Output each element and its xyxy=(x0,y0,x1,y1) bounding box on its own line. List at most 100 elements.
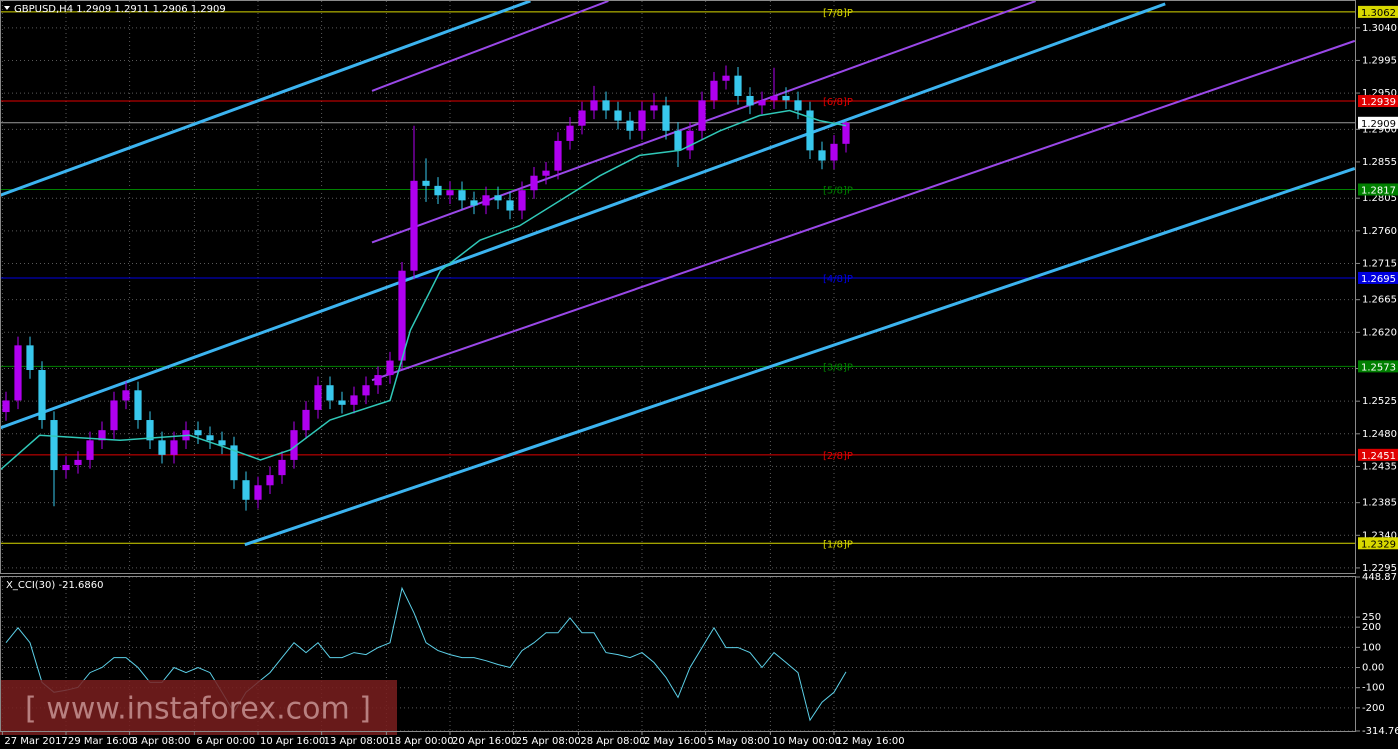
x-tick-label: 5 May 08:00 xyxy=(708,736,770,747)
level-price-box xyxy=(1358,183,1398,196)
candle-body xyxy=(542,170,550,176)
candle-body xyxy=(638,110,646,131)
level-price-box xyxy=(1358,360,1398,373)
channel-line xyxy=(244,167,1356,547)
level-price-label: 1.2451 xyxy=(1361,451,1396,462)
level-label: [5/8]P xyxy=(823,185,853,196)
y-tick-label: -100 xyxy=(1362,683,1385,694)
watermark-box xyxy=(0,680,397,735)
level-price-label: 1.2329 xyxy=(1361,539,1396,550)
candle-body xyxy=(662,105,670,131)
candle-body xyxy=(134,390,142,421)
level-price-box xyxy=(1358,5,1398,18)
y-tick-label: 200 xyxy=(1362,622,1381,633)
channel-line xyxy=(371,39,1356,382)
candle-body xyxy=(122,390,130,401)
candle-body xyxy=(710,80,718,101)
current-price-box xyxy=(1358,116,1398,129)
candle-body xyxy=(722,75,730,81)
candle-body xyxy=(410,180,418,271)
y-tick-label: 1.2295 xyxy=(1362,563,1397,574)
channel-line xyxy=(0,1,531,197)
level-price-label: 1.2573 xyxy=(1361,362,1396,373)
y-tick-label: 250 xyxy=(1362,612,1381,623)
candle-body xyxy=(266,475,274,486)
candle-body xyxy=(674,130,682,151)
candle-body xyxy=(374,375,382,386)
candle-body xyxy=(98,430,106,441)
candle-body xyxy=(770,95,778,101)
y-tick-label: 1.2855 xyxy=(1362,157,1397,168)
y-tick-label: 1.2620 xyxy=(1362,327,1397,338)
y-tick-label: 1.2435 xyxy=(1362,461,1397,472)
x-tick-label: 6 Apr 00:00 xyxy=(196,736,255,747)
candle-body xyxy=(794,100,802,111)
y-tick-label: 1.2995 xyxy=(1362,55,1397,66)
candle-body xyxy=(158,440,166,455)
candle-body xyxy=(614,110,622,121)
level-price-box xyxy=(1358,95,1398,108)
candle-body xyxy=(602,100,610,111)
y-tick-label: 1.3040 xyxy=(1362,23,1397,34)
candle-body xyxy=(650,105,658,111)
candle-body xyxy=(290,430,298,460)
cci-line xyxy=(5,586,847,722)
candle-body xyxy=(14,345,22,401)
channel-line xyxy=(0,2,1166,430)
candle-body xyxy=(554,140,562,171)
y-tick-label: 1.2760 xyxy=(1362,226,1397,237)
moving-average xyxy=(0,109,847,471)
candle-body xyxy=(422,180,430,186)
candle-body xyxy=(530,175,538,191)
y-tick-label: -200 xyxy=(1362,703,1385,714)
candle-body xyxy=(566,125,574,141)
candle-body xyxy=(506,200,514,211)
axis-layer: 27 Mar 2017 29 Mar 16:003 Apr 08:00 6 Apr … xyxy=(1,5,1398,747)
x-tick-label: 29 Mar 16:00 xyxy=(68,736,135,747)
level-price-box xyxy=(1358,271,1398,284)
y-tick-label: 1.2950 xyxy=(1362,88,1397,99)
y-tick-label: 1.2665 xyxy=(1362,295,1397,306)
x-tick-label: 20 Apr 16:00 xyxy=(452,736,517,747)
price-panel-frame xyxy=(0,0,1356,574)
current-price-label: 1.2909 xyxy=(1361,119,1396,130)
level-label: [3/8]P xyxy=(823,362,853,373)
level-price-box xyxy=(1358,537,1398,550)
candle-body xyxy=(2,400,10,413)
channel-line xyxy=(371,1,609,92)
x-tick-label: 27 Mar 2017 xyxy=(4,736,67,747)
candle-body xyxy=(494,195,502,201)
candle-body xyxy=(86,440,94,460)
candle-body xyxy=(206,435,214,441)
candle-body xyxy=(302,409,310,431)
x-tick-label: 10 May 00:00 xyxy=(772,736,841,747)
candle-body xyxy=(326,385,334,401)
level-label: [7/8]P xyxy=(823,8,853,19)
title-arrow xyxy=(4,6,10,10)
candle-body xyxy=(314,385,322,410)
candle-body xyxy=(458,190,466,201)
candle-body xyxy=(230,445,238,481)
grid-layer xyxy=(0,1,1356,732)
candle-body xyxy=(698,100,706,131)
candle-body xyxy=(590,100,598,111)
candle-body xyxy=(278,459,286,476)
cci-panel-frame xyxy=(0,576,1356,732)
y-tick-label: 1.2340 xyxy=(1362,530,1397,541)
x-tick-label: 13 Apr 08:00 xyxy=(324,736,389,747)
candle-body xyxy=(362,385,370,396)
level-price-label: 1.3062 xyxy=(1361,8,1396,19)
candle-body xyxy=(434,185,442,196)
y-tick-label: 1.2525 xyxy=(1362,396,1397,407)
x-tick-label: 25 Apr 08:00 xyxy=(516,736,581,747)
candle-body xyxy=(194,430,202,436)
price-plot: [7/8]P [6/8]P [5/8]P [4/8]P [3/8]P [2/8]P [1/8… xyxy=(0,1,1356,550)
y-tick-label: 1.2805 xyxy=(1362,193,1397,204)
candle-body xyxy=(746,95,754,106)
candle-body xyxy=(626,120,634,131)
candle-body xyxy=(806,110,814,151)
candle-body xyxy=(446,190,454,196)
level-price-box xyxy=(1358,448,1398,461)
y-tick-label: 1.2715 xyxy=(1362,258,1397,269)
candle-body xyxy=(686,130,694,151)
